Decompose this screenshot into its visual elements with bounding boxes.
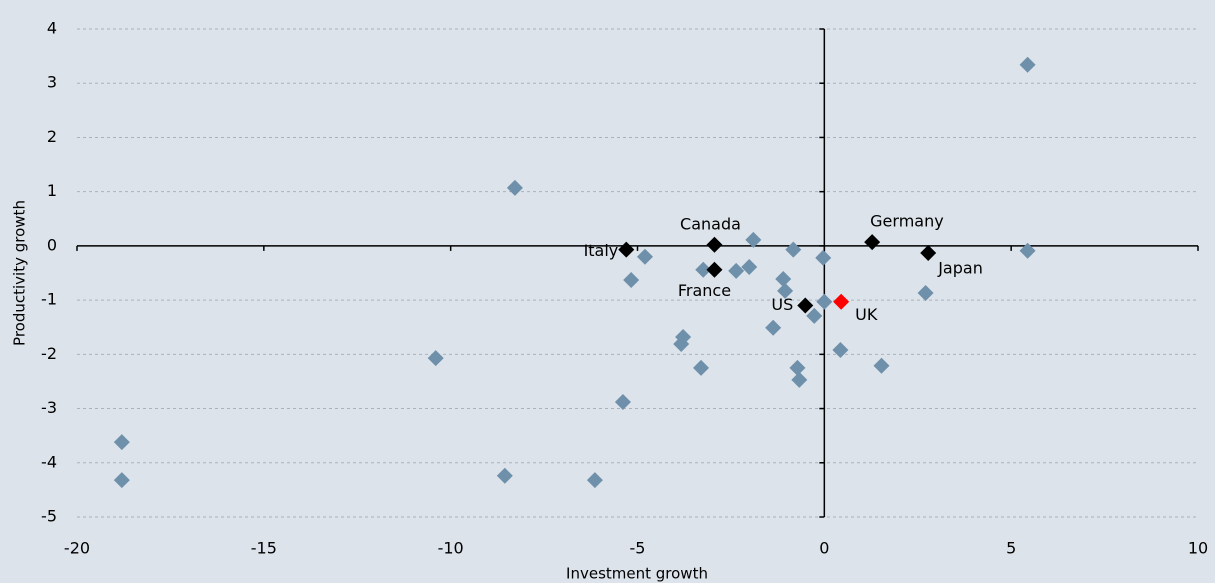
- x-tick-label: -10: [438, 539, 464, 558]
- point-label: UK: [855, 305, 878, 324]
- y-tick-label: -2: [41, 344, 57, 363]
- point: [1019, 242, 1036, 259]
- point: [113, 472, 130, 489]
- point: [873, 357, 890, 374]
- point: [695, 261, 712, 278]
- point: [816, 293, 833, 310]
- point: [745, 231, 762, 248]
- point: [791, 371, 808, 388]
- point: [623, 272, 640, 289]
- point: [785, 241, 802, 258]
- point-label: France: [678, 281, 731, 300]
- y-tick-label: 2: [47, 127, 57, 146]
- x-tick-label: -5: [630, 539, 646, 558]
- y-tick-label: 0: [47, 235, 57, 254]
- x-tick-label: 0: [819, 539, 829, 558]
- y-tick-label: 1: [47, 181, 57, 200]
- y-tick-label: 3: [47, 73, 57, 92]
- x-tick-label: -15: [251, 539, 277, 558]
- point: [833, 293, 850, 310]
- point: [427, 350, 444, 367]
- point: [765, 319, 782, 336]
- x-tick-label: -20: [64, 539, 90, 558]
- point: [706, 261, 723, 278]
- point: [775, 270, 792, 287]
- point: [741, 259, 758, 276]
- point-label: Italy: [584, 241, 619, 260]
- point: [614, 394, 631, 411]
- x-axis-title: Investment growth: [566, 565, 708, 583]
- point: [806, 307, 823, 324]
- point-label: Canada: [680, 214, 741, 233]
- point-label: Japan: [937, 258, 983, 277]
- point: [673, 336, 690, 353]
- y-tick-label: -3: [41, 398, 57, 417]
- x-tick-label: 5: [1006, 539, 1016, 558]
- y-tick-label: -1: [41, 290, 57, 309]
- point: [618, 241, 635, 258]
- point: [777, 282, 794, 299]
- point: [586, 472, 603, 489]
- point: [1019, 56, 1036, 73]
- point: [815, 249, 832, 266]
- y-tick-label: -5: [41, 507, 57, 526]
- point: [636, 248, 653, 265]
- y-tick-label: 4: [47, 19, 57, 38]
- point: [789, 359, 806, 376]
- point: [728, 262, 745, 279]
- point: [920, 244, 937, 261]
- point: [693, 359, 710, 376]
- point-label: Germany: [870, 212, 944, 231]
- point: [797, 297, 814, 314]
- point: [113, 434, 130, 451]
- point: [496, 467, 513, 484]
- point: [506, 179, 523, 196]
- point: [706, 236, 723, 253]
- y-tick-label: -4: [41, 452, 57, 471]
- point: [917, 285, 934, 302]
- y-axis-title: Productivity growth: [11, 200, 29, 346]
- point: [864, 234, 881, 251]
- point: [832, 341, 849, 358]
- x-tick-label: 10: [1188, 539, 1208, 558]
- point-label: US: [771, 295, 793, 314]
